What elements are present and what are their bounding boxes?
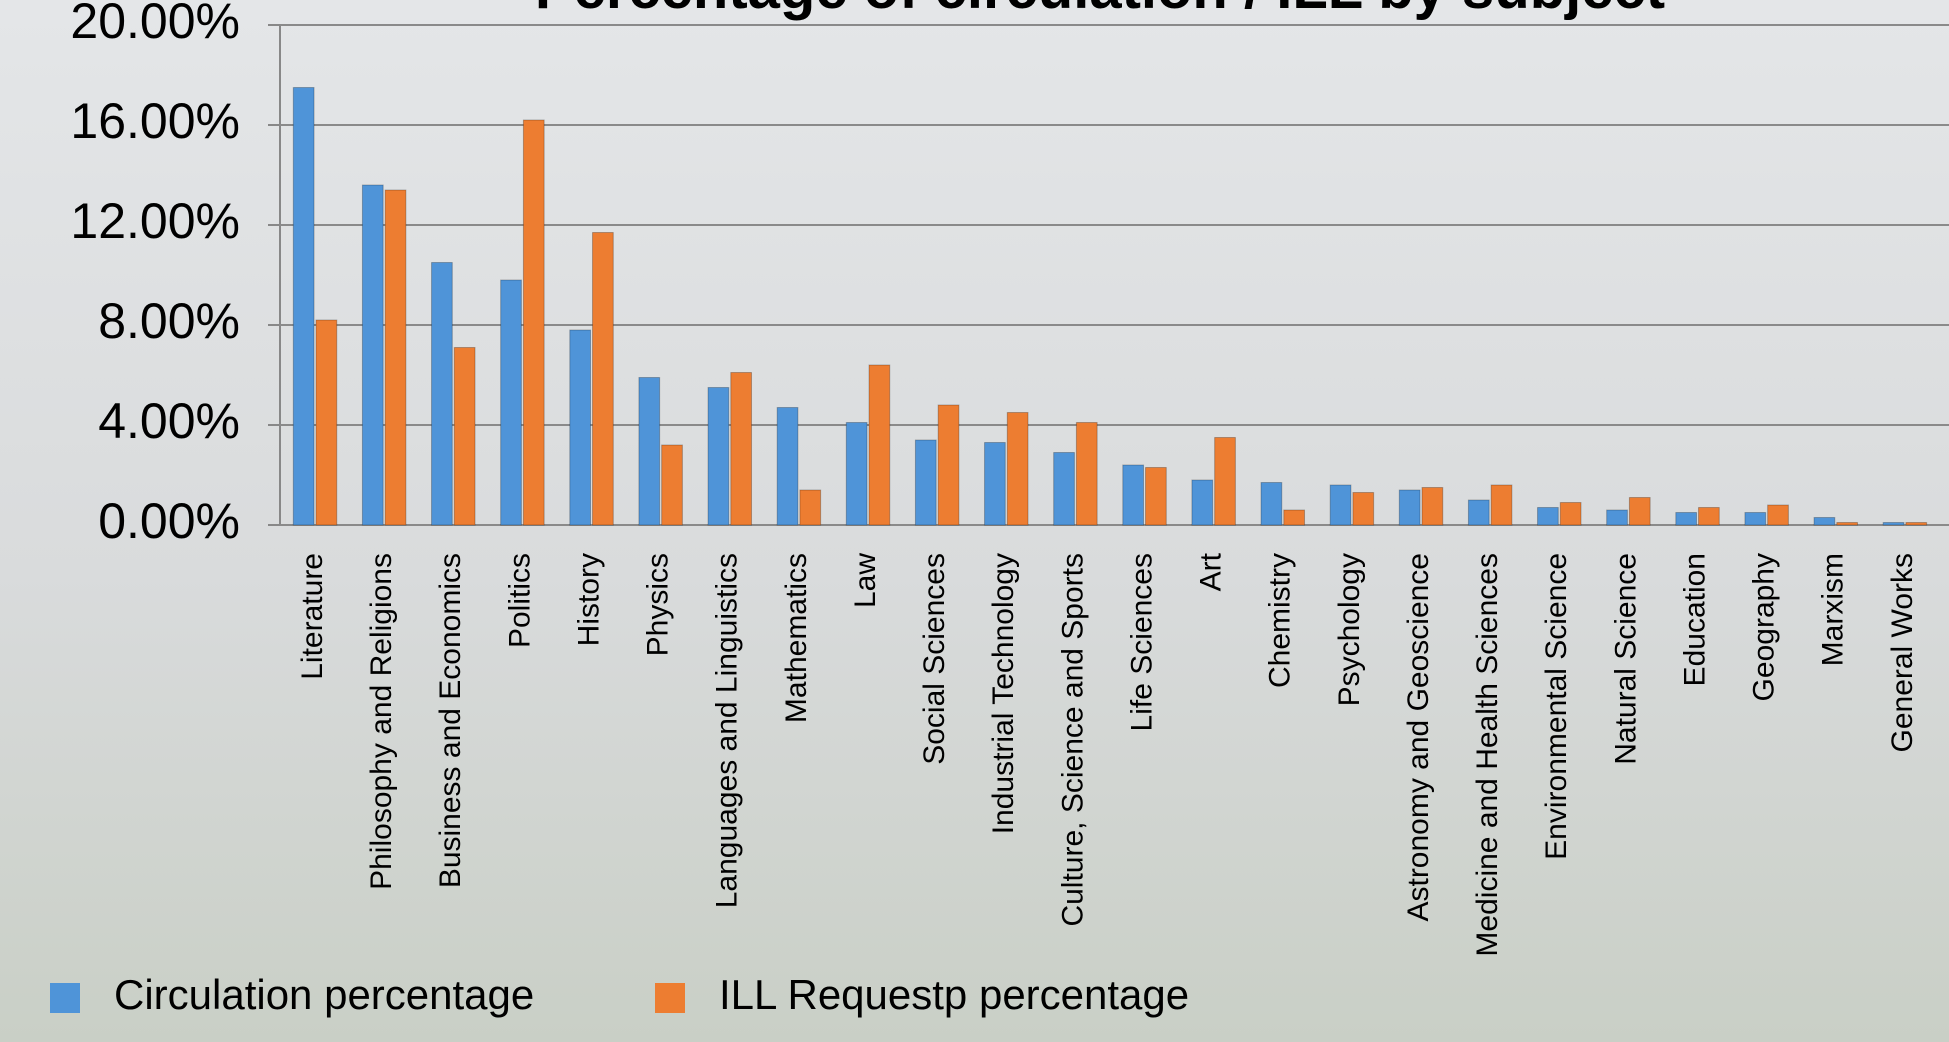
bar (800, 490, 821, 525)
page: {"chart_data": { "type": "bar", "title":… (0, 0, 1949, 1042)
x-tick-label: Languages and Linguistics (711, 553, 744, 908)
x-tick-label: Astronomy and Geoscience (1402, 553, 1435, 922)
bar (985, 443, 1006, 526)
x-tick-label: Industrial Technology (987, 553, 1020, 834)
bar (362, 185, 383, 525)
bar (1399, 490, 1420, 525)
y-tick-label: 12.00% (70, 193, 240, 249)
y-tick-label: 20.00% (70, 0, 240, 49)
bar (938, 405, 959, 525)
legend-label: Circulation percentage (114, 971, 534, 1018)
bar (1814, 518, 1835, 526)
bar (777, 408, 798, 526)
x-tick-label: Physics (642, 553, 675, 656)
x-tick-label: Natural Science (1609, 553, 1642, 765)
bar (432, 263, 453, 526)
bar (1538, 508, 1559, 526)
x-tick-label: Chemistry (1264, 553, 1297, 688)
bar (1054, 453, 1075, 526)
bar (1422, 488, 1443, 526)
bar (1491, 485, 1512, 525)
y-tick-label: 4.00% (98, 393, 240, 449)
bar (915, 440, 936, 525)
bar (501, 280, 522, 525)
bar (1837, 523, 1858, 526)
x-tick-label: Psychology (1333, 553, 1366, 706)
chart-title: Percentage of circulation / ILL by subje… (535, 0, 1665, 21)
x-tick-label: Literature (296, 553, 329, 680)
x-tick-label: Education (1678, 553, 1711, 686)
x-tick-label: General Works (1886, 553, 1919, 753)
bar (1629, 498, 1650, 526)
y-tick-label: 16.00% (70, 93, 240, 149)
bar (639, 378, 660, 526)
bar (1284, 510, 1305, 525)
bar (1560, 503, 1581, 526)
bar (1607, 510, 1628, 525)
x-tick-label: Social Sciences (918, 553, 951, 765)
x-tick-label: Mathematics (780, 553, 813, 723)
x-tick-label: Politics (503, 553, 536, 648)
bar (570, 330, 591, 525)
chart: Percentage of circulation / ILL by subje… (0, 0, 1949, 1042)
bar (1123, 465, 1144, 525)
bar (1076, 423, 1097, 526)
bar (523, 120, 544, 525)
bar (1768, 505, 1789, 525)
x-tick-label: Law (849, 553, 882, 608)
x-tick-label: Philosophy and Religions (365, 553, 398, 890)
bar (1468, 500, 1489, 525)
background (0, 0, 1949, 1042)
x-tick-label: Medicine and Health Sciences (1471, 553, 1504, 957)
bar (662, 445, 683, 525)
bar (1906, 523, 1927, 526)
bar (593, 233, 614, 526)
bar (731, 373, 752, 526)
bar (708, 388, 729, 526)
x-tick-label: History (572, 553, 605, 646)
y-tick-label: 0.00% (98, 493, 240, 549)
bar (1215, 438, 1236, 526)
bar (1192, 480, 1213, 525)
bar (1883, 523, 1904, 526)
bar (385, 190, 406, 525)
x-tick-label: Marxism (1817, 553, 1850, 666)
y-tick-label: 8.00% (98, 293, 240, 349)
x-tick-label: Business and Economics (434, 553, 467, 888)
legend-swatch (655, 983, 685, 1013)
bar (454, 348, 475, 526)
legend-swatch (50, 983, 80, 1013)
bar (869, 365, 890, 525)
x-tick-label: Geography (1748, 553, 1781, 701)
bar (1745, 513, 1766, 526)
bar (846, 423, 867, 526)
bar (1353, 493, 1374, 526)
x-tick-label: Culture, Science and Sports (1056, 553, 1089, 927)
bar (1261, 483, 1282, 526)
x-tick-label: Art (1195, 552, 1228, 591)
x-tick-label: Life Sciences (1125, 553, 1158, 731)
bar (1699, 508, 1720, 526)
bar (1676, 513, 1697, 526)
bar (316, 320, 337, 525)
bar (1146, 468, 1167, 526)
bar (293, 88, 314, 526)
bar (1007, 413, 1028, 526)
legend-label: ILL Requestp percentage (719, 971, 1189, 1018)
bar (1330, 485, 1351, 525)
x-tick-label: Environmental Science (1540, 553, 1573, 860)
